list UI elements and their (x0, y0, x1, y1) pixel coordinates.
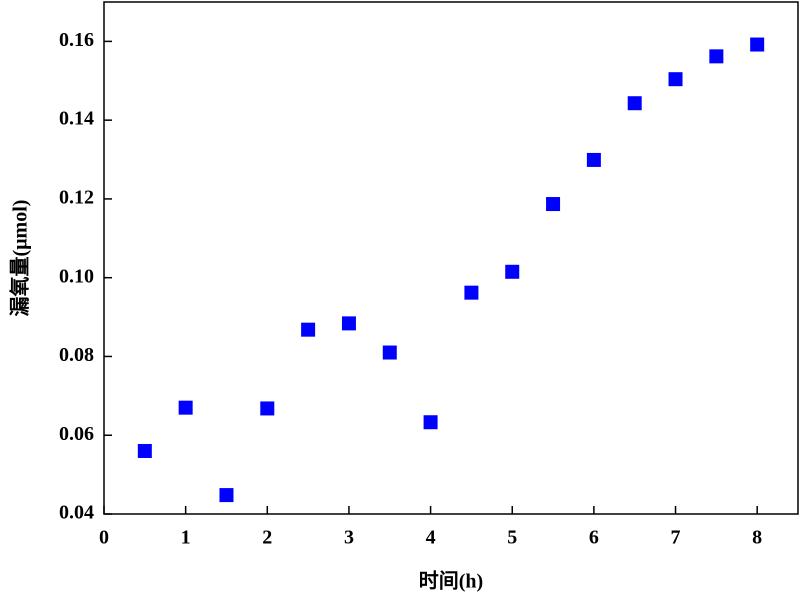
y-tick-label: 0.12 (59, 187, 94, 209)
data-point (219, 488, 234, 503)
data-point (668, 72, 683, 87)
data-point (341, 316, 356, 331)
data-point (137, 443, 152, 458)
y-tick-label: 0.16 (59, 29, 94, 51)
data-point (546, 197, 561, 212)
x-tick-label: 1 (181, 527, 191, 549)
x-tick-label: 3 (344, 527, 354, 549)
data-point (709, 49, 724, 64)
data-point (586, 152, 601, 167)
data-point (178, 400, 193, 415)
data-point (423, 415, 438, 430)
data-point (750, 37, 765, 52)
data-point (627, 96, 642, 111)
data-point (505, 264, 520, 279)
x-tick-label: 0 (99, 527, 109, 549)
data-point (382, 345, 397, 360)
y-tick-label: 0.06 (59, 423, 94, 445)
data-point (301, 322, 316, 337)
x-tick-label: 2 (262, 527, 272, 549)
x-axis-title: 时间(h) (419, 570, 483, 593)
y-tick-label: 0.10 (59, 265, 94, 287)
x-tick-label: 4 (426, 527, 436, 549)
y-tick-label: 0.14 (59, 108, 94, 130)
x-tick-label: 6 (589, 527, 599, 549)
x-tick-label: 7 (671, 527, 681, 549)
y-tick-label: 0.04 (59, 502, 94, 524)
x-tick-label: 5 (507, 527, 517, 549)
y-axis-title: 漏氧量(μmol) (8, 200, 32, 317)
data-point (464, 285, 479, 300)
x-tick-label: 8 (752, 527, 762, 549)
y-tick-label: 0.08 (59, 344, 94, 366)
plot-frame (103, 1, 799, 515)
data-point (260, 401, 275, 416)
